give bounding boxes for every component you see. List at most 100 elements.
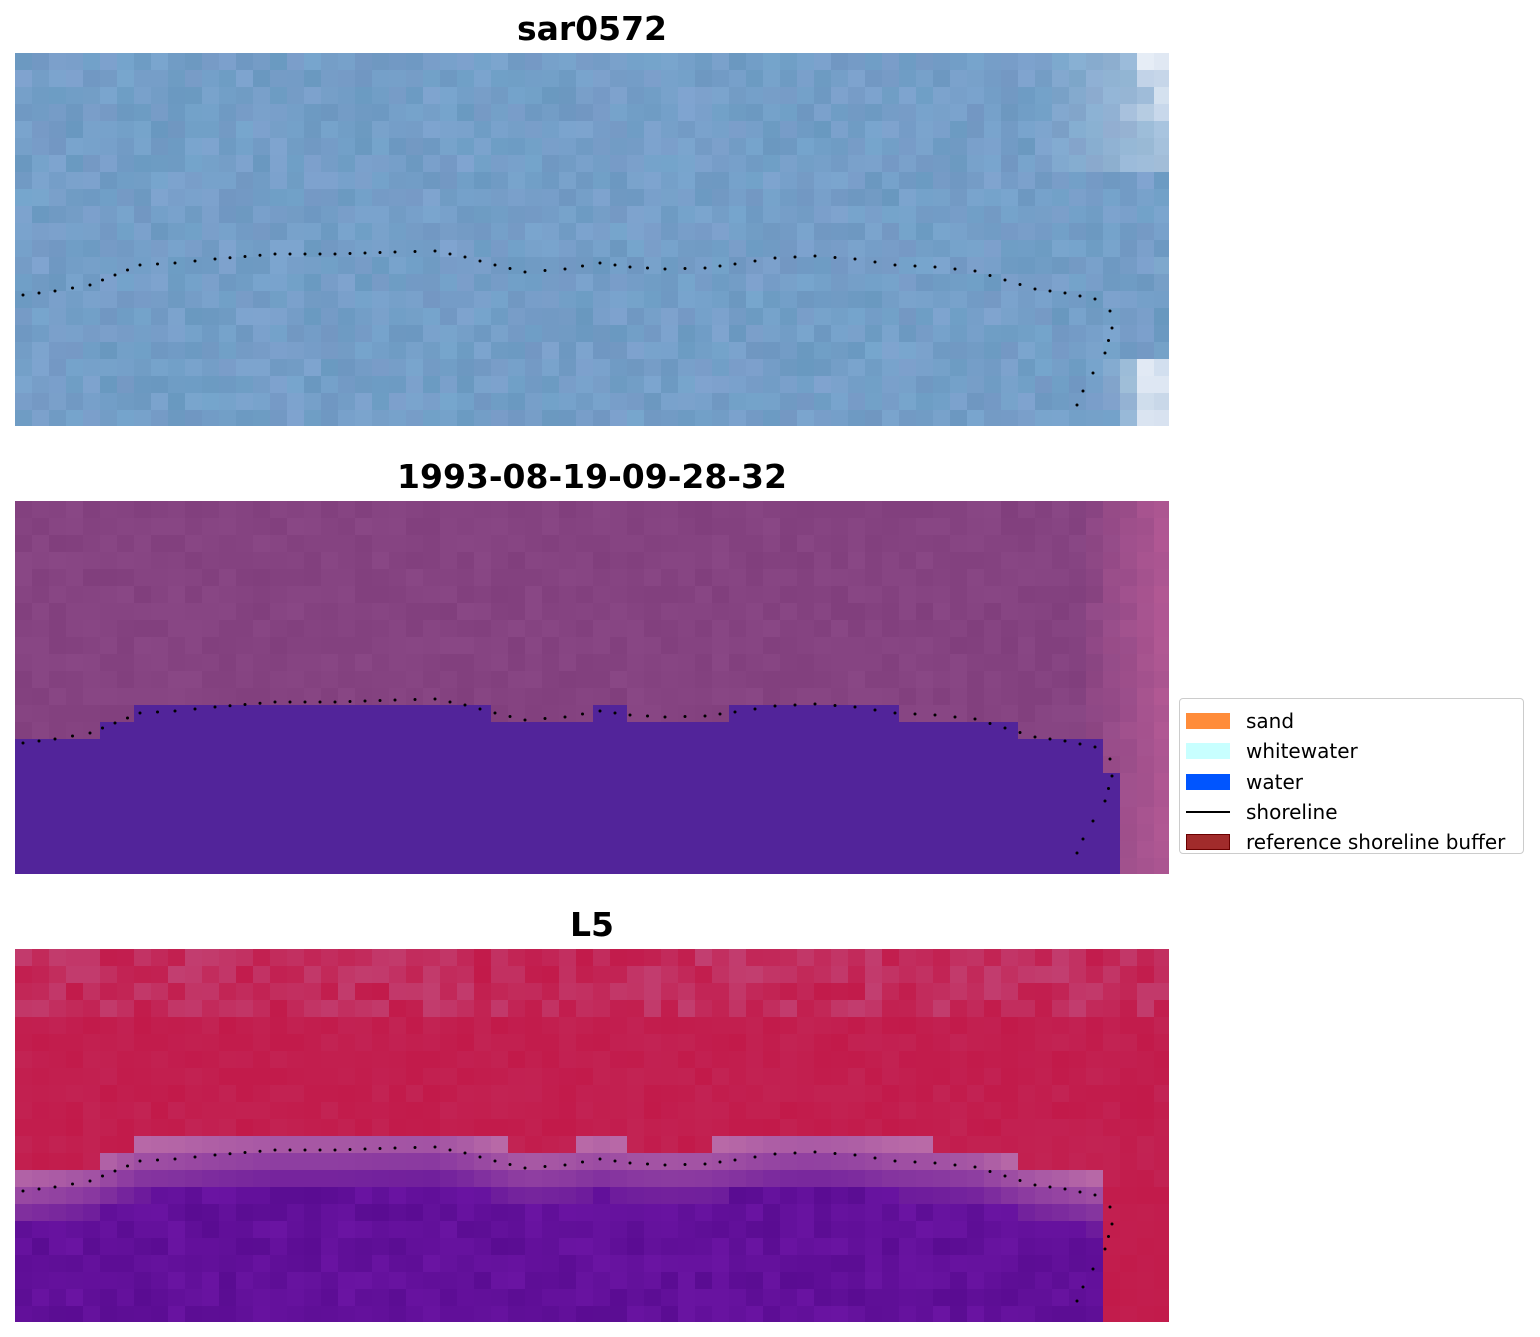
shoreline-point bbox=[563, 267, 567, 271]
shoreline-point bbox=[988, 722, 992, 725]
shoreline-point bbox=[333, 252, 337, 256]
shoreline-point bbox=[101, 278, 104, 282]
shoreline-point bbox=[348, 252, 352, 255]
shoreline-point bbox=[753, 259, 757, 263]
shoreline-point bbox=[718, 1160, 722, 1164]
shoreline-point bbox=[493, 1159, 497, 1163]
shoreline-point bbox=[88, 283, 92, 287]
shoreline-point bbox=[1018, 1179, 1022, 1182]
legend-item-shoreline: shoreline bbox=[1186, 797, 1517, 827]
classified-image-canvas bbox=[15, 501, 1169, 874]
shoreline-point bbox=[703, 266, 707, 270]
shoreline-point bbox=[213, 257, 217, 261]
shoreline-point bbox=[628, 265, 632, 269]
shoreline-point bbox=[37, 739, 41, 743]
shoreline-point bbox=[348, 1148, 352, 1151]
shoreline-point bbox=[1048, 1185, 1052, 1189]
shoreline-point bbox=[193, 1155, 197, 1159]
shoreline-point bbox=[1033, 1183, 1037, 1187]
shoreline-point bbox=[523, 270, 527, 274]
shoreline-point bbox=[1081, 389, 1085, 393]
shoreline-point bbox=[1048, 289, 1052, 293]
shoreline-point bbox=[333, 700, 337, 704]
shoreline-point bbox=[113, 273, 117, 277]
shoreline-point bbox=[873, 708, 877, 712]
shoreline-point bbox=[88, 1179, 92, 1183]
shoreline-point bbox=[273, 252, 277, 256]
shoreline-point bbox=[273, 700, 277, 704]
shoreline-point bbox=[378, 251, 382, 254]
legend-item-whitewater: whitewater bbox=[1186, 736, 1517, 766]
shoreline-point bbox=[1107, 1235, 1110, 1238]
shoreline-point bbox=[1075, 1299, 1079, 1303]
shoreline-point bbox=[228, 1152, 232, 1156]
shoreline-point bbox=[973, 717, 977, 721]
rgb-image bbox=[15, 53, 1169, 426]
shoreline-point bbox=[1018, 731, 1022, 734]
shoreline-point bbox=[303, 1148, 307, 1152]
shoreline-point bbox=[598, 1157, 602, 1161]
shoreline-point bbox=[1075, 403, 1079, 407]
shoreline-point bbox=[1108, 1205, 1112, 1209]
shoreline-point bbox=[37, 291, 41, 295]
shoreline-point bbox=[1110, 326, 1114, 330]
shoreline-point bbox=[733, 262, 737, 266]
shoreline-point bbox=[683, 267, 687, 270]
shoreline-point bbox=[71, 286, 74, 290]
shoreline-point bbox=[913, 712, 917, 716]
shoreline-point bbox=[1003, 726, 1007, 730]
shoreline-point bbox=[646, 1162, 649, 1166]
panel-title-rgb: sar0572 bbox=[516, 9, 668, 48]
legend-swatch-reference-buffer bbox=[1186, 834, 1230, 851]
shoreline-point bbox=[156, 262, 159, 266]
shoreline-point bbox=[138, 711, 142, 715]
legend-label-water: water bbox=[1246, 769, 1303, 794]
shoreline-point bbox=[753, 707, 757, 711]
shoreline-point bbox=[718, 264, 722, 268]
shoreline-point bbox=[913, 1160, 917, 1164]
shoreline-point bbox=[493, 711, 497, 715]
shoreline-point bbox=[1033, 287, 1037, 291]
shoreline-point bbox=[138, 263, 142, 267]
shoreline-point bbox=[493, 263, 497, 267]
shoreline-point bbox=[193, 259, 197, 263]
shoreline-point bbox=[1103, 799, 1107, 803]
shoreline-point bbox=[478, 707, 482, 711]
shoreline-point bbox=[793, 255, 797, 259]
shoreline-point bbox=[433, 249, 437, 253]
shoreline-point bbox=[988, 274, 992, 277]
shoreline-point bbox=[53, 737, 57, 741]
shoreline-point bbox=[663, 267, 667, 271]
shoreline-point bbox=[101, 726, 104, 730]
classified-image bbox=[15, 501, 1169, 874]
shoreline-point bbox=[628, 713, 632, 717]
shoreline-point bbox=[988, 1170, 992, 1173]
shoreline-point bbox=[1091, 1267, 1095, 1271]
shoreline-point bbox=[581, 1160, 584, 1164]
shoreline-point bbox=[733, 710, 737, 714]
shoreline-point bbox=[71, 1182, 74, 1186]
shoreline-point bbox=[853, 257, 857, 261]
shoreline-point bbox=[703, 714, 707, 718]
shoreline-point bbox=[126, 716, 129, 720]
shoreline-point bbox=[463, 1151, 467, 1155]
shoreline-point bbox=[126, 268, 129, 272]
legend-label-whitewater: whitewater bbox=[1246, 739, 1358, 764]
shoreline-point bbox=[393, 250, 397, 254]
shoreline-point bbox=[463, 703, 467, 707]
shoreline-point bbox=[193, 707, 197, 711]
shoreline-point bbox=[581, 264, 584, 268]
shoreline-point bbox=[463, 255, 467, 259]
shoreline-point bbox=[873, 1156, 877, 1160]
shoreline-point bbox=[1003, 1174, 1007, 1178]
shoreline-point bbox=[773, 256, 777, 260]
shoreline-point bbox=[288, 1148, 292, 1152]
shoreline-point bbox=[243, 703, 247, 706]
shoreline-point bbox=[333, 1148, 337, 1152]
shoreline-point bbox=[793, 703, 797, 707]
shoreline-point bbox=[348, 700, 352, 703]
shoreline-point bbox=[973, 269, 977, 273]
shoreline-point bbox=[1048, 737, 1052, 741]
shoreline-point bbox=[953, 267, 957, 271]
shoreline-point bbox=[508, 715, 512, 718]
